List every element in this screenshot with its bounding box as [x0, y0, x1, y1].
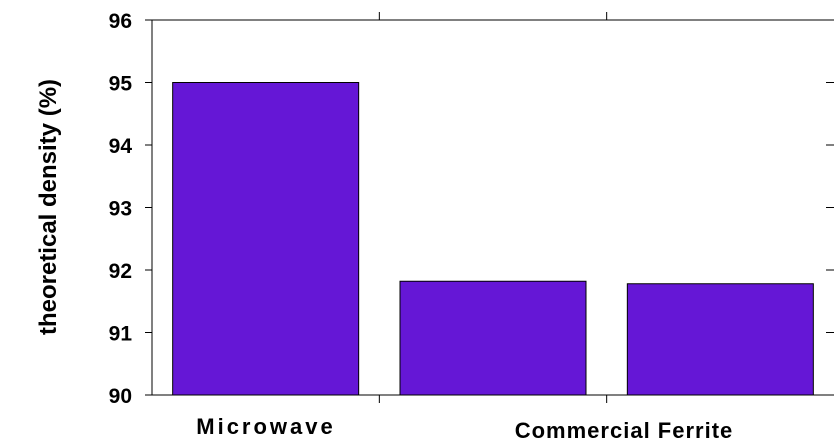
- y-tick-label: 91: [109, 323, 133, 346]
- y-tick-label: 90: [109, 385, 132, 408]
- y-tick-label: 96: [109, 10, 132, 33]
- y-tick-label: 94: [109, 135, 133, 158]
- y-tick-label: 92: [109, 260, 132, 283]
- y-axis-ticks: 90 91 92 93 94 95 96: [109, 10, 834, 408]
- category-label-microwave: Microwave: [196, 414, 336, 439]
- y-tick-label: 93: [109, 198, 132, 221]
- y-tick-label: 95: [109, 73, 133, 96]
- bar-2: [399, 280, 587, 396]
- y-axis-title: theoretical density (%): [35, 79, 62, 335]
- bar-3: [626, 283, 814, 396]
- x-axis-ticks: [378, 12, 608, 403]
- category-label-commercial-ferrite: Commercial Ferrite: [515, 418, 734, 443]
- bars: [172, 82, 814, 396]
- bar-1: [172, 82, 360, 396]
